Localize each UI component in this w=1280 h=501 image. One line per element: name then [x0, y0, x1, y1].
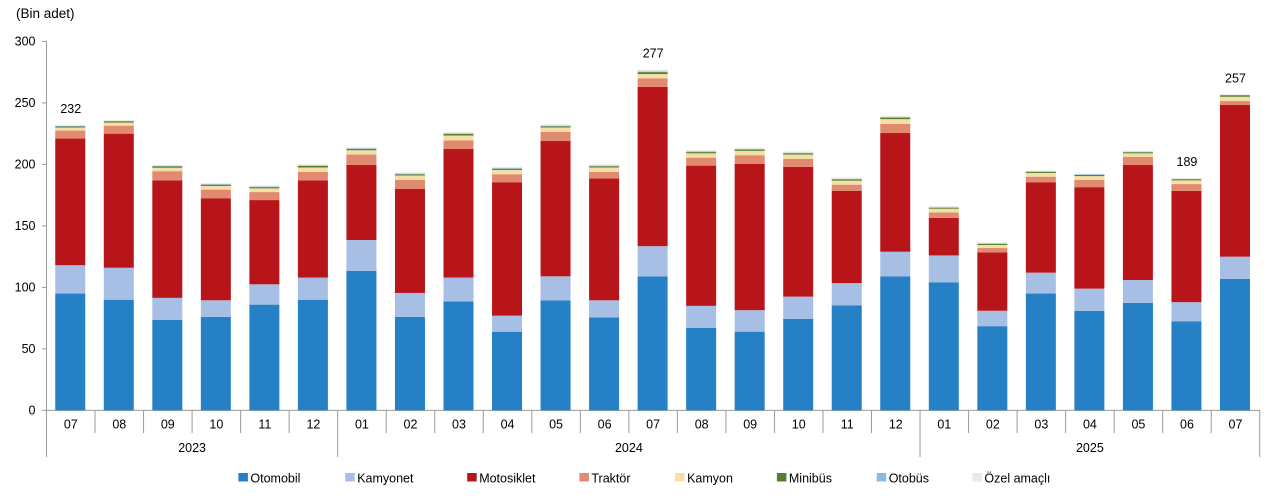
svg-text:12: 12 — [306, 418, 320, 432]
svg-text:Motosiklet: Motosiklet — [479, 471, 536, 485]
svg-text:01: 01 — [937, 418, 951, 432]
svg-text:12: 12 — [889, 418, 903, 432]
svg-text:Kamyonet: Kamyonet — [357, 471, 414, 485]
svg-text:10: 10 — [792, 418, 806, 432]
svg-text:06: 06 — [1180, 418, 1194, 432]
svg-text:04: 04 — [501, 418, 515, 432]
svg-text:08: 08 — [112, 418, 126, 432]
svg-text:257: 257 — [1225, 71, 1246, 85]
svg-text:01: 01 — [355, 418, 369, 432]
svg-text:(Bin adet): (Bin adet) — [16, 6, 75, 21]
svg-text:232: 232 — [60, 102, 81, 116]
svg-text:2025: 2025 — [1076, 441, 1104, 455]
svg-text:04: 04 — [1083, 418, 1097, 432]
svg-text:02: 02 — [986, 418, 1000, 432]
svg-text:250: 250 — [15, 96, 36, 110]
svg-text:Traktör: Traktör — [591, 471, 630, 485]
svg-text:11: 11 — [841, 418, 854, 432]
svg-text:07: 07 — [1229, 418, 1243, 432]
svg-text:50: 50 — [22, 342, 36, 356]
svg-text:09: 09 — [161, 418, 175, 432]
svg-text:Otobüs: Otobüs — [889, 471, 929, 485]
svg-text:08: 08 — [695, 418, 709, 432]
svg-text:11: 11 — [258, 418, 271, 432]
svg-text:02: 02 — [404, 418, 418, 432]
svg-text:Otomobil: Otomobil — [250, 471, 300, 485]
svg-text:Özel amaçlı: Özel amaçlı — [984, 471, 1050, 485]
svg-text:100: 100 — [15, 281, 36, 295]
svg-text:07: 07 — [64, 418, 78, 432]
svg-text:03: 03 — [1034, 418, 1048, 432]
svg-text:06: 06 — [598, 418, 612, 432]
svg-text:Minibüs: Minibüs — [789, 471, 832, 485]
svg-text:Kamyon: Kamyon — [687, 471, 733, 485]
svg-text:03: 03 — [452, 418, 466, 432]
svg-text:05: 05 — [1131, 418, 1145, 432]
svg-text:09: 09 — [743, 418, 757, 432]
svg-text:07: 07 — [646, 418, 660, 432]
svg-text:10: 10 — [209, 418, 223, 432]
svg-text:05: 05 — [549, 418, 563, 432]
svg-text:150: 150 — [15, 219, 36, 233]
svg-text:2024: 2024 — [615, 441, 643, 455]
svg-text:2023: 2023 — [178, 441, 206, 455]
svg-text:0: 0 — [29, 404, 36, 418]
svg-text:300: 300 — [15, 35, 36, 49]
svg-text:189: 189 — [1177, 155, 1198, 169]
svg-text:200: 200 — [15, 158, 36, 172]
svg-text:277: 277 — [643, 47, 664, 61]
